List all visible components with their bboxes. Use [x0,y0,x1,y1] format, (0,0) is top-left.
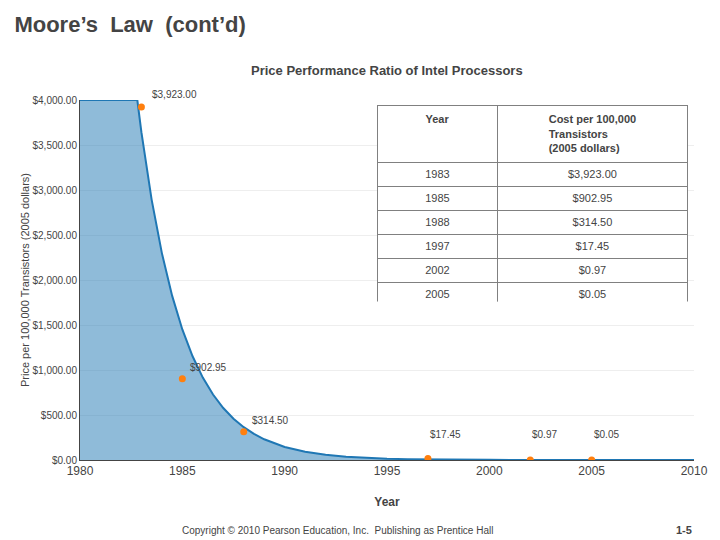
svg-text:Year: Year [374,495,400,509]
svg-text:2002: 2002 [425,264,449,276]
svg-text:$0.97: $0.97 [532,429,557,440]
svg-text:$902.95: $902.95 [573,192,613,204]
svg-text:1985: 1985 [169,464,196,478]
svg-text:1980: 1980 [67,464,94,478]
svg-text:$0.97: $0.97 [579,264,607,276]
svg-text:2005: 2005 [578,464,605,478]
svg-text:1997: 1997 [425,240,449,252]
svg-text:$2,500.00: $2,500.00 [33,230,78,241]
svg-text:$4,000.00: $4,000.00 [33,95,78,106]
svg-text:$500.00: $500.00 [41,410,78,421]
svg-text:Price per 100,000 Transistors: Price per 100,000 Transistors (2005 doll… [19,173,31,387]
svg-text:$314.50: $314.50 [252,415,289,426]
svg-text:Moore’s Law (cont’d): Moore’s Law (cont’d) [14,12,245,37]
svg-text:$902.95: $902.95 [190,362,227,373]
svg-text:$17.45: $17.45 [430,429,461,440]
svg-text:2010: 2010 [681,464,708,478]
svg-text:1988: 1988 [425,216,449,228]
svg-text:$0.00: $0.00 [52,455,77,466]
svg-text:2005: 2005 [425,288,449,300]
svg-text:$2,000.00: $2,000.00 [33,275,78,286]
svg-text:Price Performance Ratio of Int: Price Performance Ratio of Intel Process… [251,63,523,78]
svg-text:$1,500.00: $1,500.00 [33,320,78,331]
svg-text:1990: 1990 [271,464,298,478]
svg-text:Cost per 100,000Transistors(20: Cost per 100,000Transistors(2005 dollars… [549,113,636,154]
svg-text:$0.05: $0.05 [579,288,607,300]
svg-text:Year: Year [425,113,449,125]
svg-text:1985: 1985 [425,192,449,204]
svg-text:1983: 1983 [425,168,449,180]
svg-text:$3,923.00: $3,923.00 [568,168,617,180]
svg-text:$3,500.00: $3,500.00 [33,140,78,151]
svg-text:$3,923.00: $3,923.00 [152,89,197,100]
svg-text:2000: 2000 [476,464,503,478]
svg-text:$0.05: $0.05 [594,429,619,440]
svg-text:1-5: 1-5 [676,524,692,536]
svg-text:$314.50: $314.50 [573,216,613,228]
svg-text:$3,000.00: $3,000.00 [33,185,78,196]
svg-text:1995: 1995 [374,464,401,478]
svg-text:$1,000.00: $1,000.00 [33,365,78,376]
svg-text:Copyright © 2010 Pearson Educa: Copyright © 2010 Pearson Education, Inc.… [182,525,493,536]
svg-text:$17.45: $17.45 [576,240,610,252]
